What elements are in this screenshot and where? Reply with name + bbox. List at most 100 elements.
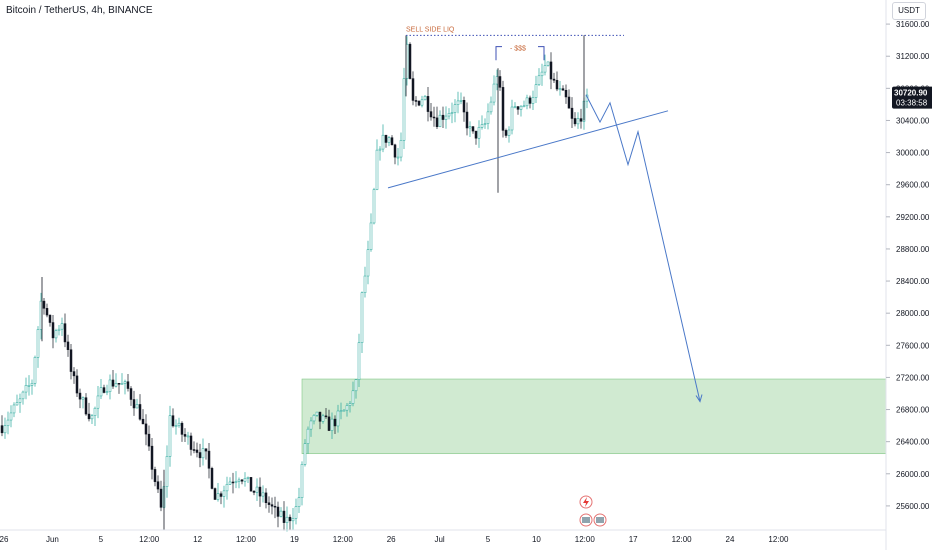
candle-body	[72, 371, 76, 377]
candle-body	[315, 411, 319, 416]
drawings: SELL SIDE LIQ - $$$	[387, 26, 703, 403]
demand-zone-rect[interactable]	[301, 378, 887, 455]
candle-body	[339, 410, 343, 412]
candle-body	[279, 510, 283, 517]
candle-body	[120, 383, 124, 385]
candle-body	[453, 104, 457, 113]
time-tick-label: 26	[0, 535, 9, 544]
candle-body	[15, 402, 19, 406]
candle-body	[489, 101, 493, 113]
price-axis[interactable]: 31600.0031200.0030800.0030400.0030000.00…	[885, 0, 932, 550]
candle-body	[123, 381, 127, 384]
candle-body	[330, 418, 334, 431]
candle-body	[438, 114, 442, 127]
candle-body	[516, 106, 520, 110]
candle-body	[387, 137, 391, 143]
candle-body	[429, 111, 433, 118]
candle-body	[462, 100, 466, 113]
price-tick-label: 29600.00	[896, 181, 930, 190]
candle-body	[564, 89, 568, 98]
candle-body	[459, 100, 463, 102]
event-badges[interactable]	[579, 495, 607, 527]
time-tick-label: 12:00	[768, 535, 789, 544]
candle-body	[81, 397, 85, 400]
time-tick-label: 5	[486, 535, 491, 544]
projection-path[interactable]	[585, 94, 701, 402]
candle-body	[195, 449, 199, 453]
price-tick-label: 27200.00	[896, 373, 930, 382]
candle-body	[441, 114, 445, 120]
ascending-trendline[interactable]	[387, 110, 669, 189]
candle-body	[48, 314, 52, 323]
us-flag-icon	[582, 517, 590, 523]
candle-body	[522, 105, 526, 108]
candle-body	[540, 71, 544, 77]
candle-body	[435, 117, 439, 127]
time-tick-label: 19	[290, 535, 299, 544]
lightning-bolt-icon	[583, 497, 589, 507]
price-tick-label: 31600.00	[896, 20, 930, 29]
current-price-tag[interactable]	[892, 86, 932, 109]
time-tick-label: 12:00	[236, 535, 257, 544]
candle-body	[285, 516, 289, 523]
candle-body	[129, 388, 133, 400]
candle-body	[333, 418, 337, 427]
sell-side-liq-label: SELL SIDE LIQ	[406, 26, 455, 33]
candle-body	[159, 488, 163, 508]
currency-unit[interactable]: USDT	[892, 2, 926, 20]
candle-body	[114, 383, 118, 387]
candle-body	[576, 118, 580, 125]
price-tick-label: 26800.00	[896, 406, 930, 415]
time-tick-label: 12:00	[333, 535, 354, 544]
candle-body	[375, 149, 379, 190]
candle-body	[171, 415, 175, 427]
demand-zone	[301, 378, 887, 455]
candle-body	[36, 329, 40, 358]
candle-body	[327, 416, 331, 431]
candle-body	[396, 156, 400, 159]
price-tick-label: 27600.00	[896, 341, 930, 350]
liq-bracket-left	[495, 46, 502, 61]
candle-body	[150, 445, 154, 470]
candle-body	[324, 415, 328, 418]
candle-body	[33, 357, 37, 384]
candle-body	[372, 189, 376, 224]
candle-body	[525, 97, 529, 107]
candle-body	[465, 111, 469, 129]
candle-body	[141, 418, 145, 425]
time-tick-label: 10	[532, 535, 541, 544]
candle-body	[174, 425, 178, 427]
time-tick-label: 5	[99, 535, 104, 544]
candle-body	[90, 415, 94, 420]
candle-body	[579, 118, 583, 122]
candle-body	[531, 97, 535, 104]
candle-body	[189, 435, 193, 450]
time-tick-label: 12:00	[575, 535, 596, 544]
candle-body	[99, 387, 103, 397]
candle-body	[504, 130, 508, 136]
us-flag-icon	[596, 517, 604, 523]
candle-body	[444, 115, 448, 120]
candle-body	[117, 383, 121, 385]
candle-body	[474, 130, 478, 139]
candle-body	[45, 308, 49, 316]
candle-body	[549, 61, 553, 80]
time-axis[interactable]: 26 Jun 5 12:00 12 12:00 19 12:00 26 Jul 5 10 12:00 17…	[0, 529, 886, 544]
candle-body	[282, 510, 286, 523]
candle-body	[18, 398, 22, 403]
current-price-label: 30720.90	[894, 89, 928, 98]
price-tick-label: 26000.00	[896, 470, 930, 479]
candle-body	[111, 379, 115, 387]
candle-body	[456, 100, 460, 105]
candle-body	[147, 433, 151, 447]
candle-body	[261, 492, 265, 497]
candle-body	[228, 481, 232, 485]
candle-body	[567, 96, 571, 109]
candle-body	[135, 404, 139, 409]
price-tick-label: 28800.00	[896, 245, 930, 254]
candle-body	[306, 428, 310, 444]
candle-body	[144, 423, 148, 435]
candle-body	[297, 497, 301, 507]
